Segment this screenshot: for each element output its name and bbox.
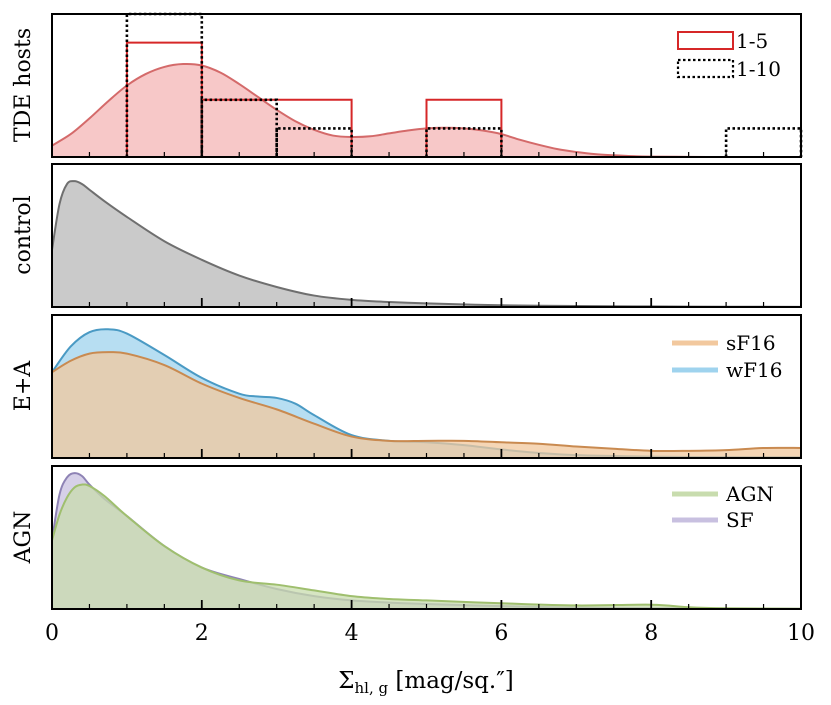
legend-label-1-10: 1-10 bbox=[736, 57, 781, 81]
x-axis-label-sub: hl, g bbox=[354, 679, 388, 697]
panel-agn: AGN AGN SF bbox=[11, 465, 802, 610]
x-axis-label-main: Σ bbox=[338, 668, 354, 694]
legend-label-sF16: sF16 bbox=[726, 331, 776, 355]
area-tde-hosts bbox=[52, 63, 801, 158]
legend-swatch-1-10 bbox=[676, 58, 735, 79]
legend-label-AGN: AGN bbox=[725, 482, 774, 506]
hist-bin-1-10 bbox=[200, 98, 278, 157]
ylabel-agn: AGN bbox=[11, 511, 36, 565]
x-tick-label: 0 bbox=[45, 621, 59, 646]
hist-bin-1-10 bbox=[275, 127, 353, 157]
panel-e-plus-a: E+A sF16 wF16 bbox=[11, 314, 802, 459]
x-tick-label: 8 bbox=[644, 621, 658, 646]
ylabel-tde-hosts: TDE hosts bbox=[11, 28, 36, 142]
legend-label-wF16: wF16 bbox=[726, 358, 782, 382]
x-tick-label: 4 bbox=[345, 621, 359, 646]
area-control bbox=[52, 181, 801, 307]
panel-frame bbox=[51, 163, 802, 308]
panel-frame bbox=[51, 314, 802, 459]
legend: sF16 wF16 bbox=[672, 331, 782, 382]
panel-frame bbox=[51, 13, 802, 158]
legend: AGN SF bbox=[672, 482, 774, 532]
line-sf16 bbox=[51, 351, 802, 453]
legend-label-1-5: 1-5 bbox=[736, 29, 768, 53]
legend: 1-5 1-10 bbox=[676, 29, 781, 81]
x-tick-label: 2 bbox=[195, 621, 209, 646]
area-sf16 bbox=[52, 352, 801, 458]
line-agn bbox=[51, 483, 802, 610]
panel-frame bbox=[51, 465, 802, 610]
x-axis-label: Σhl, g [mag/sq.″] bbox=[338, 668, 514, 697]
legend-label-SF: SF bbox=[726, 508, 754, 532]
line-control bbox=[51, 180, 802, 308]
ylabel-control: control bbox=[11, 195, 36, 274]
x-tick-labels: 0 2 4 6 8 10 bbox=[45, 621, 815, 646]
hist-bin-1-10 bbox=[425, 127, 503, 157]
x-tick-label: 6 bbox=[494, 621, 508, 646]
hist-bin-1-5 bbox=[425, 98, 503, 157]
legend-swatch-1-5 bbox=[677, 31, 734, 50]
panel-control: control bbox=[11, 163, 802, 308]
hist-bin-1-10 bbox=[724, 127, 803, 157]
area-agn bbox=[52, 484, 801, 609]
panel-tde-hosts: TDE hosts 1-5 1-10 bbox=[11, 12, 803, 159]
x-tick-label: 10 bbox=[787, 621, 815, 646]
ylabel-e-plus-a: E+A bbox=[11, 360, 36, 411]
x-axis-label-rest: [mag/sq.″] bbox=[388, 668, 514, 694]
